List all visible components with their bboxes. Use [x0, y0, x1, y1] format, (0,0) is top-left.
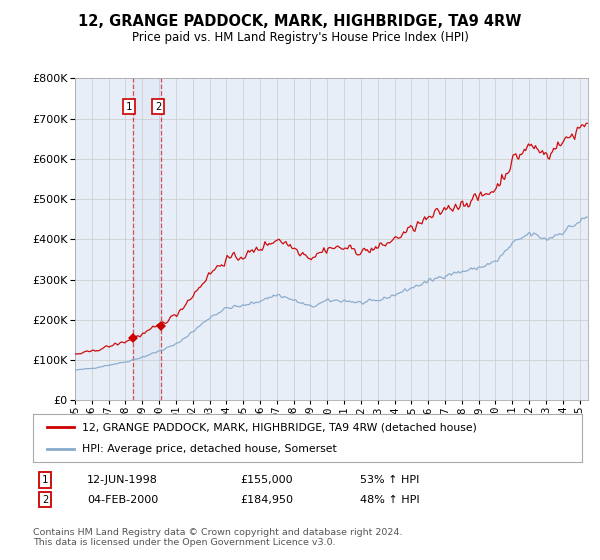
Text: 1: 1	[126, 101, 132, 111]
Bar	[133, 78, 161, 400]
Text: 12-JUN-1998: 12-JUN-1998	[87, 475, 158, 485]
Text: HPI: Average price, detached house, Somerset: HPI: Average price, detached house, Some…	[82, 444, 337, 454]
Text: 2: 2	[155, 101, 161, 111]
Text: 12, GRANGE PADDOCK, MARK, HIGHBRIDGE, TA9 4RW (detached house): 12, GRANGE PADDOCK, MARK, HIGHBRIDGE, TA…	[82, 422, 477, 432]
Text: £155,000: £155,000	[240, 475, 293, 485]
Text: Contains HM Land Registry data © Crown copyright and database right 2024.
This d: Contains HM Land Registry data © Crown c…	[33, 528, 403, 548]
Text: 53% ↑ HPI: 53% ↑ HPI	[360, 475, 419, 485]
Text: 48% ↑ HPI: 48% ↑ HPI	[360, 494, 419, 505]
Text: 12, GRANGE PADDOCK, MARK, HIGHBRIDGE, TA9 4RW: 12, GRANGE PADDOCK, MARK, HIGHBRIDGE, TA…	[79, 14, 521, 29]
Text: 2: 2	[42, 494, 48, 505]
Text: 04-FEB-2000: 04-FEB-2000	[87, 494, 158, 505]
Text: £184,950: £184,950	[240, 494, 293, 505]
Text: 1: 1	[42, 475, 48, 485]
Text: Price paid vs. HM Land Registry's House Price Index (HPI): Price paid vs. HM Land Registry's House …	[131, 31, 469, 44]
